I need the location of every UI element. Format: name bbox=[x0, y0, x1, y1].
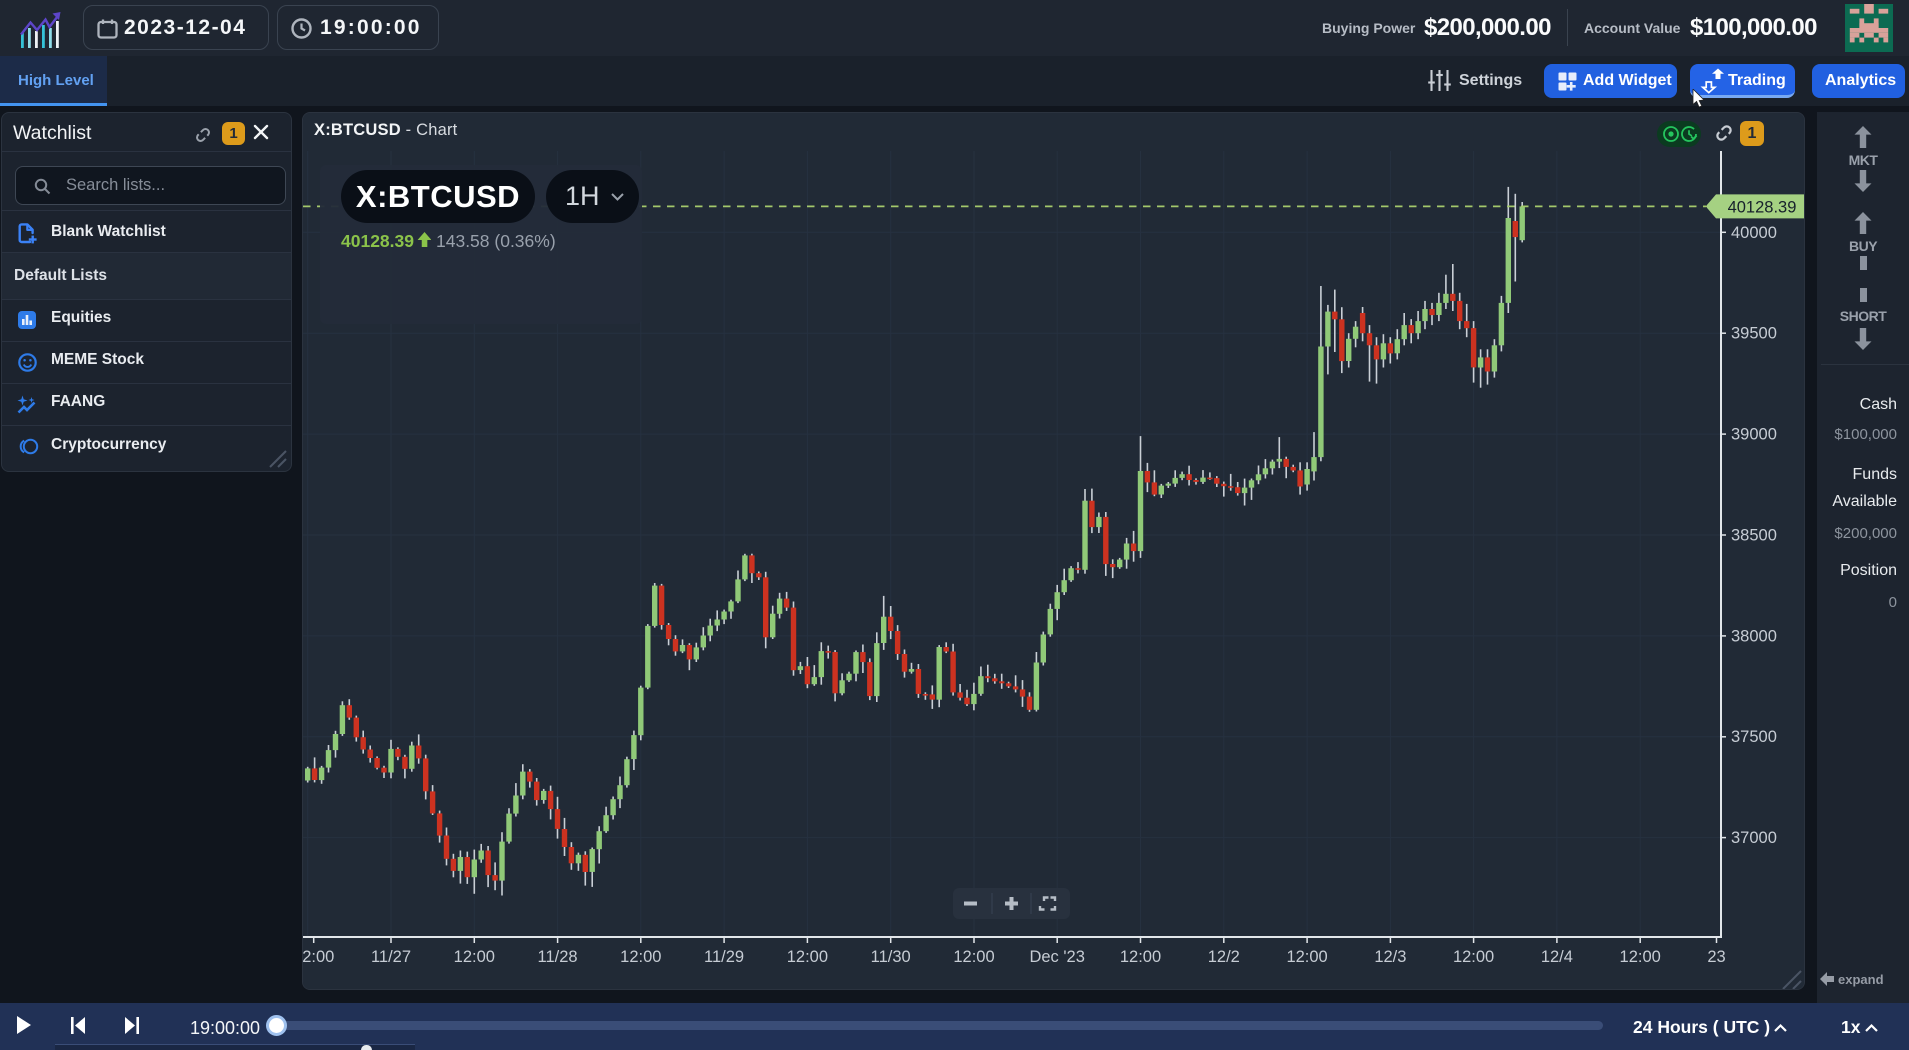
svg-text:12:00: 12:00 bbox=[1620, 948, 1661, 966]
svg-text:39500: 39500 bbox=[1731, 325, 1777, 343]
svg-text:11/30: 11/30 bbox=[871, 948, 911, 966]
svg-text:38500: 38500 bbox=[1731, 527, 1777, 545]
svg-text:12/2: 12/2 bbox=[1208, 948, 1240, 966]
svg-text:12/4: 12/4 bbox=[1541, 948, 1573, 966]
svg-text:23: 23 bbox=[1707, 948, 1725, 966]
svg-text:12:00: 12:00 bbox=[787, 948, 828, 966]
svg-text:12:00: 12:00 bbox=[1453, 948, 1494, 966]
svg-text:11/29: 11/29 bbox=[704, 948, 744, 966]
svg-text:12:00: 12:00 bbox=[1286, 948, 1327, 966]
svg-text:12:00: 12:00 bbox=[303, 948, 334, 966]
svg-text:Dec '23: Dec '23 bbox=[1029, 948, 1084, 966]
svg-text:12:00: 12:00 bbox=[953, 948, 994, 966]
svg-text:12:00: 12:00 bbox=[1120, 948, 1161, 966]
svg-text:11/27: 11/27 bbox=[371, 948, 411, 966]
svg-text:37000: 37000 bbox=[1731, 829, 1777, 847]
svg-text:12:00: 12:00 bbox=[454, 948, 495, 966]
svg-text:12/3: 12/3 bbox=[1374, 948, 1406, 966]
svg-text:11/28: 11/28 bbox=[538, 948, 578, 966]
svg-text:38000: 38000 bbox=[1731, 627, 1777, 645]
svg-text:12:00: 12:00 bbox=[620, 948, 661, 966]
svg-text:40128.39: 40128.39 bbox=[1728, 198, 1797, 216]
svg-text:37500: 37500 bbox=[1731, 728, 1777, 746]
svg-text:40000: 40000 bbox=[1731, 224, 1777, 242]
svg-text:39000: 39000 bbox=[1731, 426, 1777, 444]
